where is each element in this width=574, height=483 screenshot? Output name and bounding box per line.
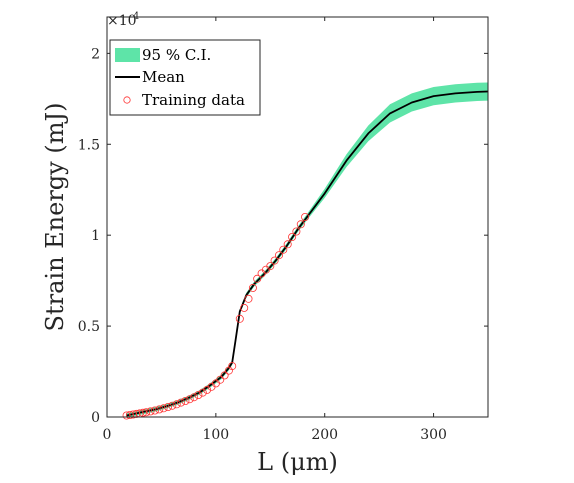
legend: 95 % C.I. Mean Training data bbox=[109, 39, 261, 116]
y-tick-label: 2 bbox=[91, 46, 100, 62]
x-tick-label: 200 bbox=[311, 427, 338, 443]
x-tick-label: 100 bbox=[202, 427, 229, 443]
training-point bbox=[198, 388, 207, 397]
training-point bbox=[185, 395, 194, 404]
y-axis-label: Strain Energy (mJ) bbox=[41, 103, 69, 332]
legend-ci-label: 95 % C.I. bbox=[142, 46, 211, 64]
training-point bbox=[279, 245, 288, 254]
training-point bbox=[270, 256, 279, 265]
training-point bbox=[172, 400, 181, 409]
training-point bbox=[150, 406, 159, 415]
plot-content bbox=[122, 82, 489, 420]
training-point bbox=[163, 402, 172, 411]
training-point bbox=[155, 405, 164, 414]
x-tick-label: 0 bbox=[103, 427, 112, 443]
y-tick-label: 0 bbox=[91, 410, 100, 426]
training-point bbox=[142, 408, 151, 417]
training-point bbox=[235, 314, 244, 323]
x-tick-label: 300 bbox=[420, 427, 447, 443]
training-point bbox=[203, 385, 212, 394]
training-point bbox=[240, 303, 249, 312]
y-multiplier-exponent: 4 bbox=[133, 11, 139, 22]
y-tick-label: 1 bbox=[91, 228, 100, 244]
training-point bbox=[288, 232, 297, 241]
mean-line bbox=[126, 90, 489, 417]
training-point bbox=[283, 240, 292, 249]
training-point bbox=[122, 411, 131, 420]
training-point bbox=[181, 396, 190, 405]
training-point bbox=[244, 294, 253, 303]
training-point bbox=[159, 404, 168, 413]
y-multiplier-label: ×10 bbox=[107, 13, 137, 29]
training-point bbox=[168, 401, 177, 410]
training-point bbox=[228, 362, 237, 371]
ci-band bbox=[126, 82, 488, 418]
training-point bbox=[216, 375, 225, 384]
training-point bbox=[176, 398, 185, 407]
training-point bbox=[248, 283, 257, 292]
axes-box bbox=[106, 16, 489, 418]
training-point bbox=[125, 410, 134, 419]
y-tick-label: 0.5 bbox=[78, 319, 100, 335]
training-point bbox=[129, 410, 138, 419]
training-point bbox=[138, 408, 147, 417]
y-tick-label: 1.5 bbox=[78, 137, 100, 153]
legend-training-label: Training data bbox=[142, 91, 245, 109]
legend-ci-swatch bbox=[115, 48, 140, 62]
legend-training-swatch bbox=[123, 96, 131, 104]
training-point bbox=[292, 227, 301, 236]
training-point bbox=[190, 393, 199, 402]
training-point bbox=[266, 262, 275, 271]
axis-ticks: 0 100 200 300 0 0.5 1 1.5 2 bbox=[78, 17, 488, 443]
training-point bbox=[194, 390, 203, 399]
legend-mean-label: Mean bbox=[142, 68, 185, 86]
training-point bbox=[220, 371, 229, 380]
training-point bbox=[301, 212, 310, 221]
x-axis-label: L (μm) bbox=[257, 448, 338, 476]
training-point bbox=[146, 407, 155, 416]
training-point bbox=[274, 251, 283, 260]
training-point bbox=[296, 220, 305, 229]
training-point bbox=[253, 274, 262, 283]
